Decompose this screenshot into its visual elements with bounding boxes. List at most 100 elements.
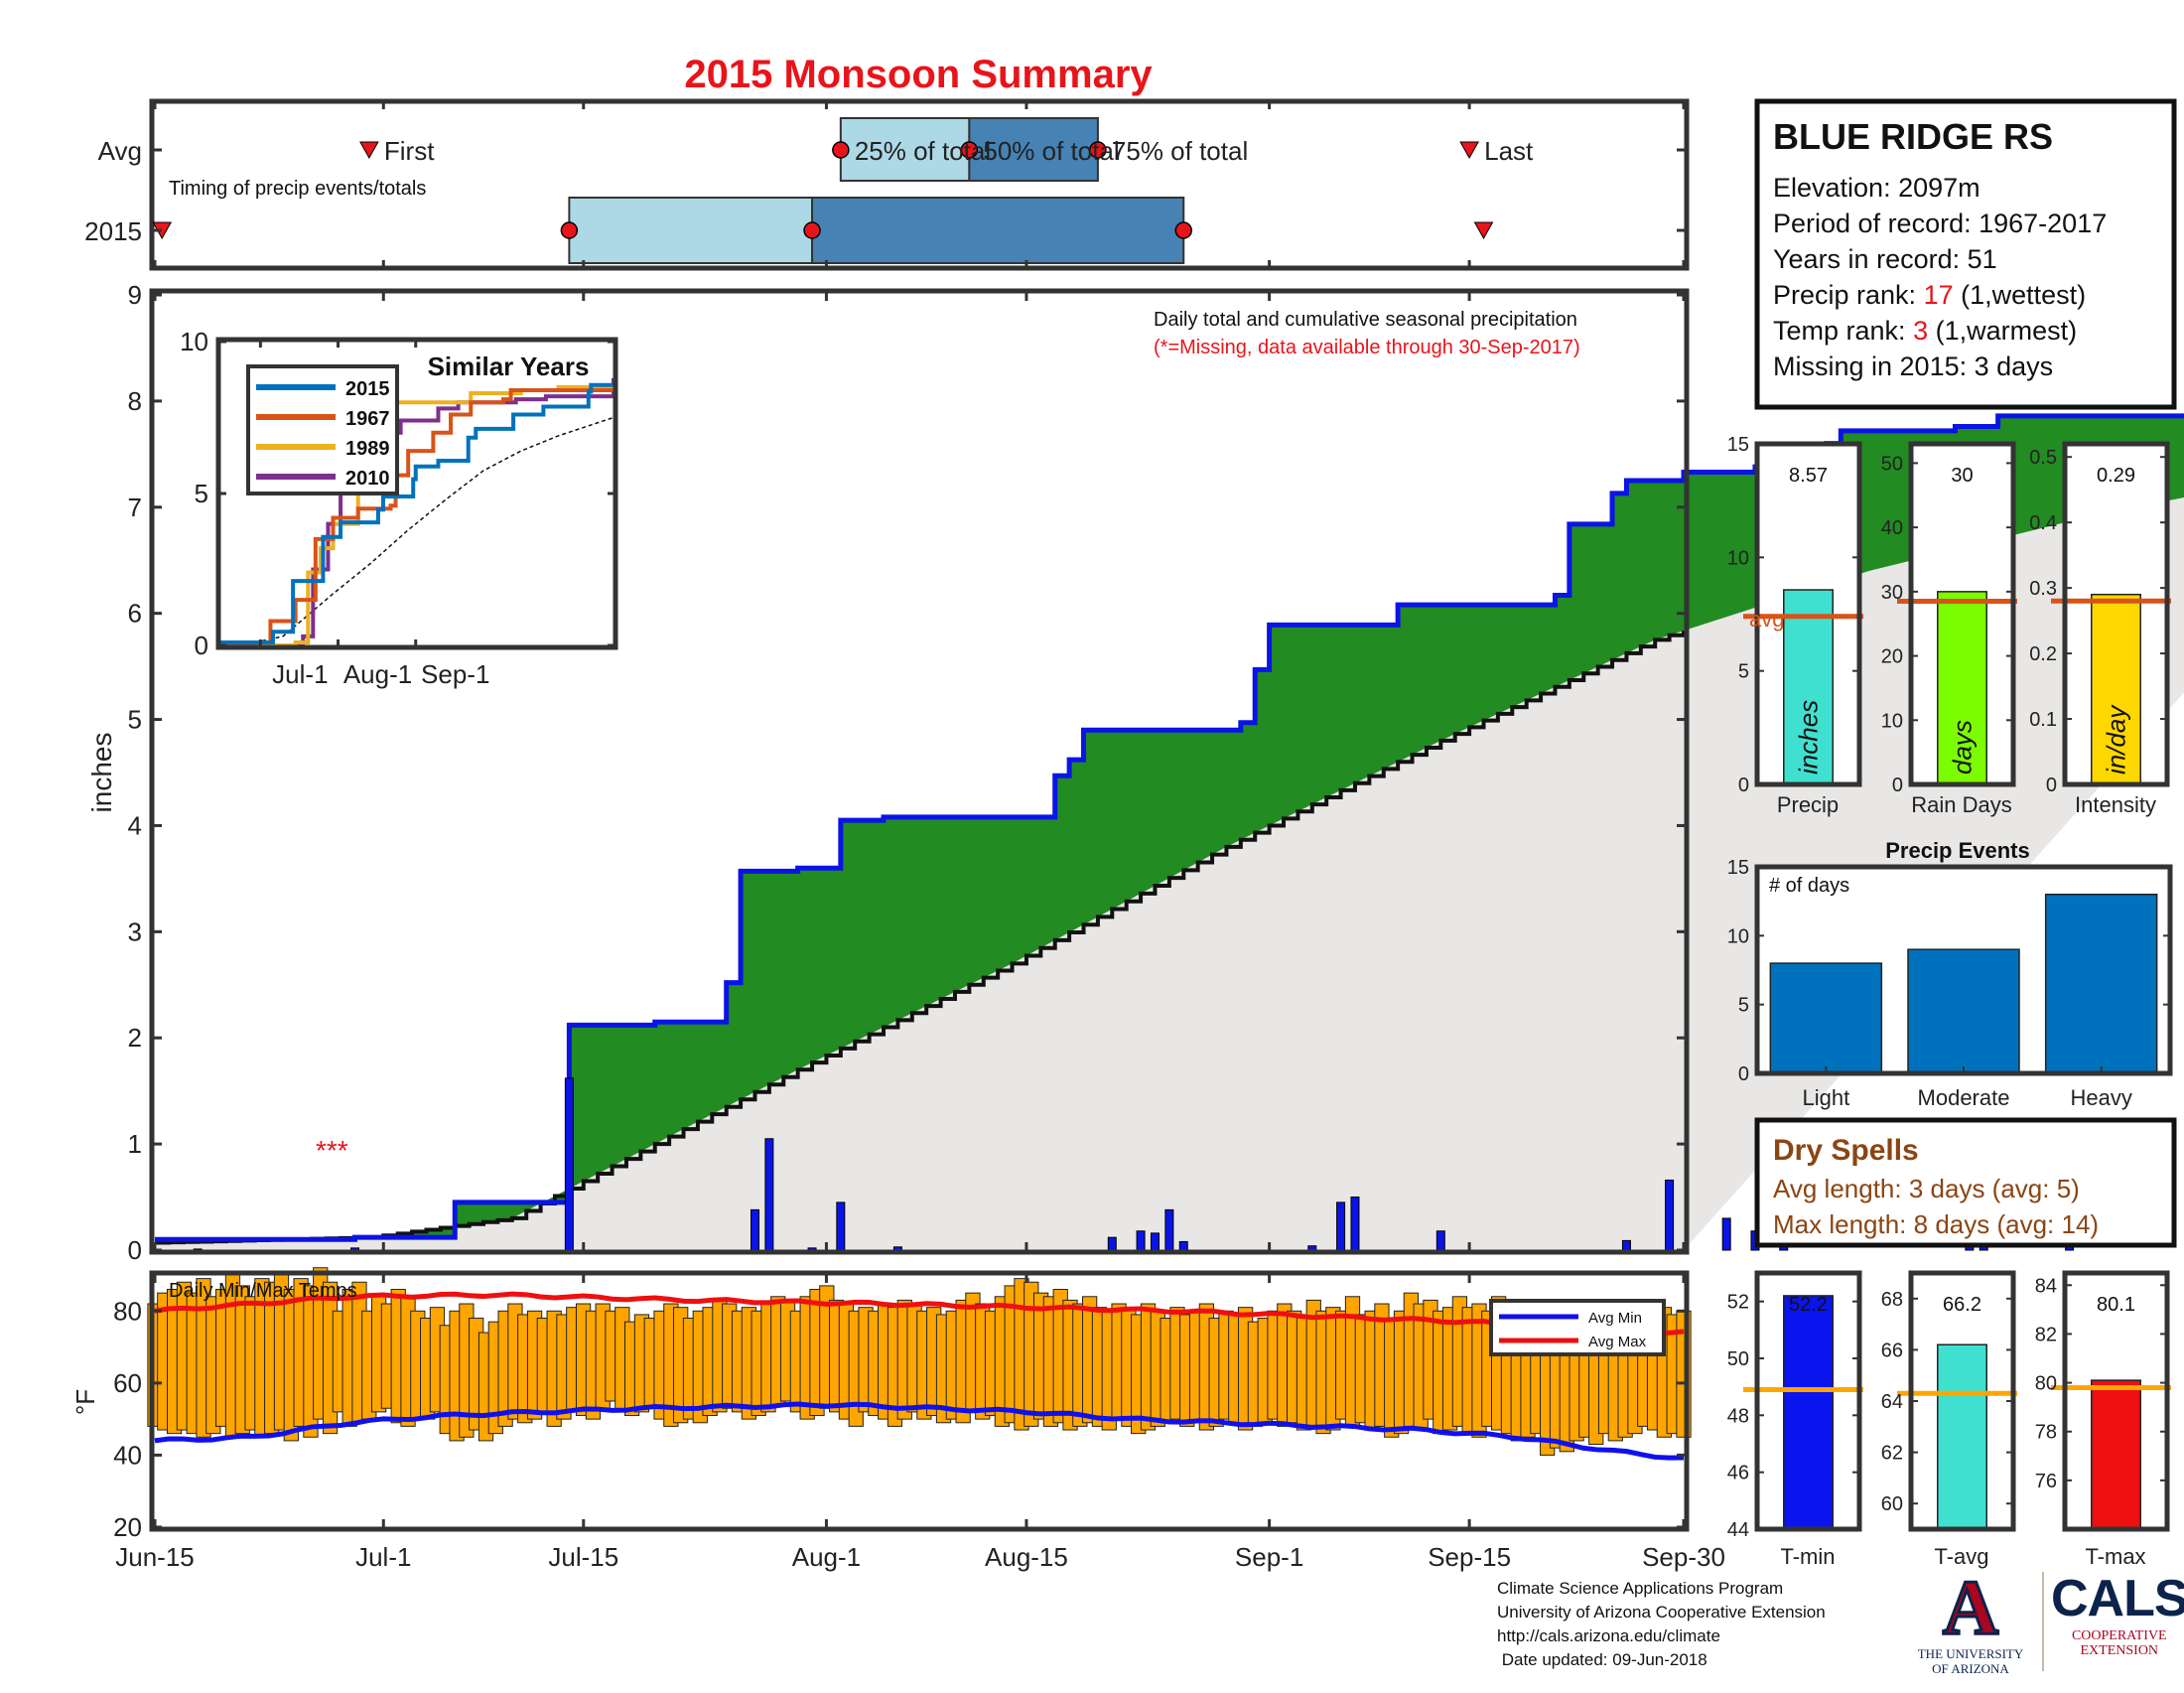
avg-max-line xyxy=(154,1291,1685,1337)
tmax-bar xyxy=(2091,1379,2141,1530)
y-tick-label: 0 xyxy=(128,1235,142,1265)
university-of-arizona-logo: A THE UNIVERSITY OF ARIZONA xyxy=(1911,1567,2030,1676)
observed-cumulative-line xyxy=(155,413,2184,1242)
inset-y-tick-label: 0 xyxy=(195,631,208,660)
x-tick-label: Jul-15 xyxy=(548,1542,618,1572)
footer-link[interactable]: http://cals.arizona.edu/climate xyxy=(1497,1626,1720,1645)
events-y-tick-label: 10 xyxy=(1727,925,1749,947)
daily-precip-bar xyxy=(1721,1217,1731,1251)
x-tick-label: Sep-1 xyxy=(1235,1542,1303,1572)
events-note: # of days xyxy=(1769,875,1849,897)
above-average-area xyxy=(155,415,2184,1243)
intensity-bar-label: Intensity xyxy=(2075,792,2156,817)
pct75-label: 75% of total xyxy=(1112,136,1248,166)
main-y-axis-label: inches xyxy=(86,733,117,813)
cals-logo: CALS COOPERATIVE EXTENSION xyxy=(2051,1569,2184,1658)
station-temp-rank: Temp rank: 3 (1,warmest) xyxy=(1773,316,2077,346)
raindays-bar-label: Rain Days xyxy=(1911,792,2011,817)
events-x-label: Light xyxy=(1802,1085,1849,1110)
events-x-label: Heavy xyxy=(2070,1085,2131,1110)
daily-precip-bar xyxy=(1665,1179,1675,1251)
pct50-label: 50% of total xyxy=(983,136,1119,166)
events-y-tick-label: 5 xyxy=(1738,995,1749,1017)
year-percentile-marker xyxy=(803,221,821,239)
daily-precip-bar xyxy=(836,1201,846,1251)
avg-percentile-marker xyxy=(960,141,979,159)
raindays-y-tick-label: 50 xyxy=(1881,453,1903,475)
daily-precip-bar xyxy=(1307,1245,1317,1251)
tavg-y-tick-label: 64 xyxy=(1881,1391,1903,1413)
tmin-bar-label: T-min xyxy=(1781,1544,1836,1569)
footer-line: Climate Science Applications Program xyxy=(1497,1579,1784,1598)
raindays-y-tick-label: 0 xyxy=(1892,775,1903,796)
timing-row-year-label: 2015 xyxy=(84,216,142,246)
precip-bar-label: Precip xyxy=(1777,792,1839,817)
temp-summary-bars: 52.2 44 46 48 50 52 66.2 60 62 64 66 68 80.1 76 78 80 82… xyxy=(1727,1270,2171,1541)
cals-logo-text: COOPERATIVE xyxy=(2071,1628,2167,1643)
footer-credits: Climate Science Applications Program Uni… xyxy=(1497,1577,1826,1672)
raindays-value: 30 xyxy=(1951,465,1973,487)
avg-percentile-marker xyxy=(1089,141,1107,159)
tmin-value: 52.2 xyxy=(1789,1294,1828,1316)
avg-first-half-box xyxy=(839,117,971,182)
events-frame xyxy=(1754,864,2173,1076)
y-tick-label: 2 xyxy=(128,1023,142,1053)
year-percentile-marker xyxy=(560,221,579,239)
tavg-bar xyxy=(1937,1343,1987,1530)
inset-average-line xyxy=(219,416,614,644)
precip-y-tick-label: 10 xyxy=(1727,547,1749,569)
tmax-y-tick-label: 84 xyxy=(2035,1275,2057,1297)
temps-y-tick-label: 40 xyxy=(113,1440,142,1470)
intensity-y-tick-label: 0.4 xyxy=(2029,512,2057,534)
temps-y-tick-label: 60 xyxy=(113,1368,142,1398)
tmax-y-tick-label: 78 xyxy=(2035,1422,2057,1444)
y-tick-label: 4 xyxy=(128,810,142,840)
tavg-value: 66.2 xyxy=(1943,1294,1981,1316)
raindays-y-tick-label: 10 xyxy=(1881,710,1903,732)
y-tick-label: 6 xyxy=(128,599,142,629)
avg-first-marker xyxy=(359,141,379,160)
daily-precip-bar xyxy=(750,1208,759,1251)
legend-label-2010: 2010 xyxy=(345,468,390,490)
y-tick-label: 9 xyxy=(128,280,142,310)
events-title: Precip Events xyxy=(1885,838,2030,863)
x-tick-label: Aug-15 xyxy=(985,1542,1068,1572)
precip-y-tick-label: 5 xyxy=(1738,661,1749,683)
legend-label-2015: 2015 xyxy=(345,378,390,400)
precip-y-tick-label: 15 xyxy=(1727,434,1749,456)
temps-y-axis-label: °F xyxy=(70,1389,100,1415)
tmax-panel-frame xyxy=(2062,1270,2170,1532)
inset-x-tick-label: Sep-1 xyxy=(421,659,489,689)
precip-value: 8.57 xyxy=(1789,465,1828,487)
timing-row-avg-label: Avg xyxy=(98,136,142,166)
temps-y-tick-label: 20 xyxy=(113,1512,142,1542)
events-bar-moderate xyxy=(1907,948,2020,1074)
tmin-y-tick-label: 44 xyxy=(1727,1519,1749,1541)
intensity-y-tick-label: 0.1 xyxy=(2029,709,2057,731)
intensity-unit-label: in/day xyxy=(2102,704,2131,775)
legend-label-avg-max: Avg Max xyxy=(1588,1334,1647,1350)
intensity-y-tick-label: 0.3 xyxy=(2029,578,2057,600)
tmax-y-tick-label: 76 xyxy=(2035,1471,2057,1492)
precip-y-tick-label: 0 xyxy=(1738,775,1749,796)
x-tick-label: Sep-15 xyxy=(1428,1542,1511,1572)
y-tick-label: 7 xyxy=(128,493,142,522)
daily-precip-bar xyxy=(1621,1239,1631,1251)
events-x-label: Moderate xyxy=(1918,1085,2010,1110)
temps-chart: 20 40 60 80 Jun-15 Jul-1 Jul-15 Aug-1 Aug-15 Sep-… xyxy=(70,1267,1725,1572)
main-note: Daily total and cumulative seasonal prec… xyxy=(1154,309,1577,331)
tavg-y-tick-label: 60 xyxy=(1881,1493,1903,1515)
station-missing: Missing in 2015: 3 days xyxy=(1773,352,2053,381)
main-precip-chart: 0 1 2 3 4 5 6 7 8 9 Daily total and cumulative se… xyxy=(86,280,2184,1265)
daily-precip-bar xyxy=(1107,1236,1117,1251)
precip-events-chart: Light Moderate Heavy 0 5 10 15 xyxy=(1727,857,2173,1110)
year-last-marker xyxy=(1473,221,1494,240)
daily-precip-bar xyxy=(1150,1232,1160,1251)
legend-label-avg-min: Avg Min xyxy=(1588,1310,1642,1327)
ua-logo-text: OF ARIZONA xyxy=(1932,1661,2009,1676)
daily-precip-bar xyxy=(1350,1197,1360,1251)
dry-spells-title: Dry Spells xyxy=(1773,1134,1919,1167)
x-tick-label: Jul-1 xyxy=(355,1542,411,1572)
